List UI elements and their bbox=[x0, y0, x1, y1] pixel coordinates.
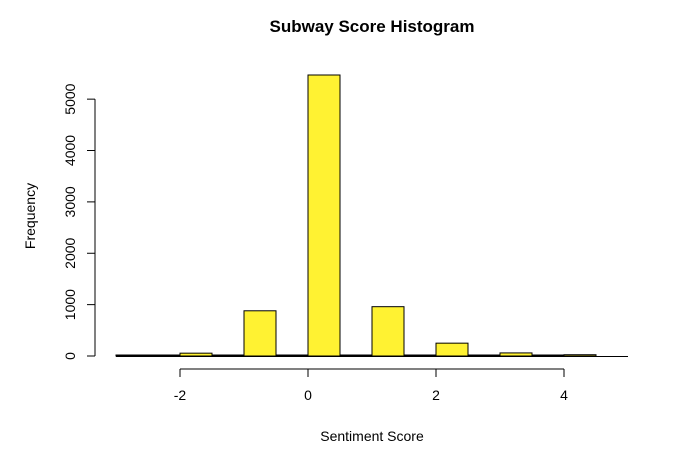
histogram-bar bbox=[403, 354, 437, 357]
histogram-bar bbox=[499, 352, 533, 357]
y-tick-label: 3000 bbox=[62, 186, 78, 217]
y-tick-label: 4000 bbox=[62, 135, 78, 166]
histogram-bar bbox=[435, 342, 469, 357]
histogram-bar bbox=[115, 354, 149, 357]
histogram-bar bbox=[467, 354, 501, 357]
histogram-bar bbox=[307, 74, 341, 357]
y-tick-label: 2000 bbox=[62, 237, 78, 268]
x-axis: -2 0 2 4 bbox=[174, 368, 568, 403]
x-tick-label: 0 bbox=[304, 387, 312, 403]
y-axis-label: Frequency bbox=[22, 183, 38, 249]
histogram-bar bbox=[339, 354, 373, 357]
x-tick-label: -2 bbox=[174, 387, 187, 403]
histogram-bar bbox=[275, 354, 309, 357]
histogram-bar bbox=[371, 306, 405, 357]
histogram-bar bbox=[531, 354, 565, 357]
chart-title: Subway Score Histogram bbox=[269, 17, 474, 36]
y-tick-label: 1000 bbox=[62, 289, 78, 320]
x-tick-label: 2 bbox=[432, 387, 440, 403]
histogram-bar bbox=[563, 354, 597, 357]
x-tick-label: 4 bbox=[560, 387, 568, 403]
y-axis: 0 1000 2000 3000 4000 5000 bbox=[62, 83, 96, 360]
histogram-bar bbox=[211, 354, 245, 357]
y-tick-label: 0 bbox=[62, 352, 78, 360]
histogram-bar bbox=[243, 310, 277, 357]
bars-group bbox=[115, 74, 628, 357]
histogram-bar bbox=[179, 352, 213, 357]
y-tick-label: 5000 bbox=[62, 83, 78, 114]
histogram-bar bbox=[147, 354, 181, 357]
x-axis-label: Sentiment Score bbox=[320, 428, 424, 444]
